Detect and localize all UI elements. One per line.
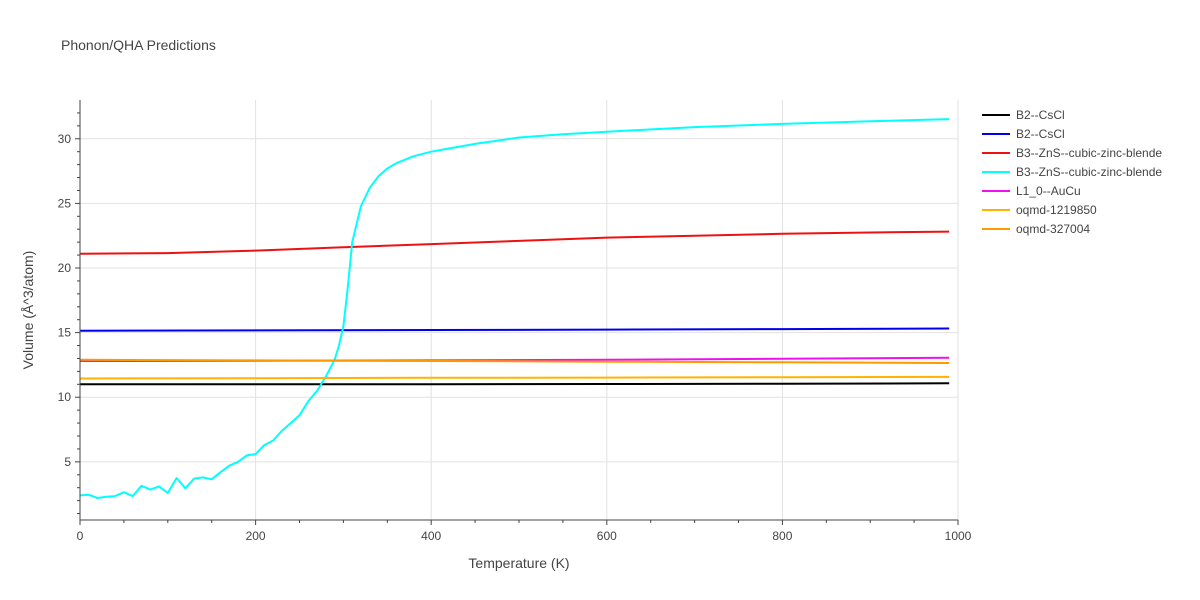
- plot-series: [79, 118, 950, 499]
- legend-item[interactable]: L1_0--AuCu: [982, 184, 1081, 198]
- x-ticks: 0 200 400 600 800 1000: [77, 520, 972, 543]
- x-tick-label: 1000: [945, 529, 972, 543]
- y-tick-label: 20: [58, 261, 72, 275]
- x-tick-label: 800: [772, 529, 792, 543]
- legend-label: oqmd-1219850: [1016, 203, 1097, 217]
- grid: [80, 100, 959, 520]
- legend-label: B2--CsCl: [1016, 127, 1065, 141]
- legend-label: oqmd-327004: [1016, 222, 1090, 236]
- legend-label: B3--ZnS--cubic-zinc-blende: [1016, 146, 1162, 160]
- y-tick-label: 10: [58, 390, 72, 404]
- legend-item[interactable]: oqmd-1219850: [982, 203, 1097, 217]
- series-line: [79, 375, 950, 380]
- legend: B2--CsCl B2--CsCl B3--ZnS--cubic-zinc-blen…: [982, 108, 1162, 236]
- chart-title: Phonon/QHA Predictions: [61, 37, 216, 53]
- y-ticks: 5 10 15 20 25 30: [58, 112, 80, 515]
- legend-label: B3--ZnS--cubic-zinc-blende: [1016, 165, 1162, 179]
- series-line: [79, 327, 950, 332]
- y-tick-label: 5: [64, 455, 71, 469]
- series-line: [79, 118, 950, 499]
- series-line: [80, 382, 950, 386]
- series-line: [79, 230, 950, 255]
- x-tick-label: 0: [77, 529, 84, 543]
- x-tick-label: 200: [246, 529, 266, 543]
- legend-label: L1_0--AuCu: [1016, 184, 1081, 198]
- x-tick-label: 600: [597, 529, 617, 543]
- y-tick-label: 25: [58, 196, 72, 210]
- legend-item[interactable]: B3--ZnS--cubic-zinc-blende: [982, 146, 1162, 160]
- y-tick-label: 30: [58, 132, 72, 146]
- legend-item[interactable]: B2--CsCl: [982, 108, 1065, 122]
- legend-item[interactable]: oqmd-327004: [982, 222, 1090, 236]
- legend-label: B2--CsCl: [1016, 108, 1065, 122]
- y-axis-label: Volume (Å^3/atom): [20, 251, 36, 370]
- legend-item[interactable]: B3--ZnS--cubic-zinc-blende: [982, 165, 1162, 179]
- x-tick-label: 400: [421, 529, 441, 543]
- legend-item[interactable]: B2--CsCl: [982, 127, 1065, 141]
- series-line: [79, 358, 950, 364]
- axes: [79, 100, 958, 521]
- x-axis-label: Temperature (K): [468, 555, 569, 571]
- y-tick-label: 15: [58, 326, 72, 340]
